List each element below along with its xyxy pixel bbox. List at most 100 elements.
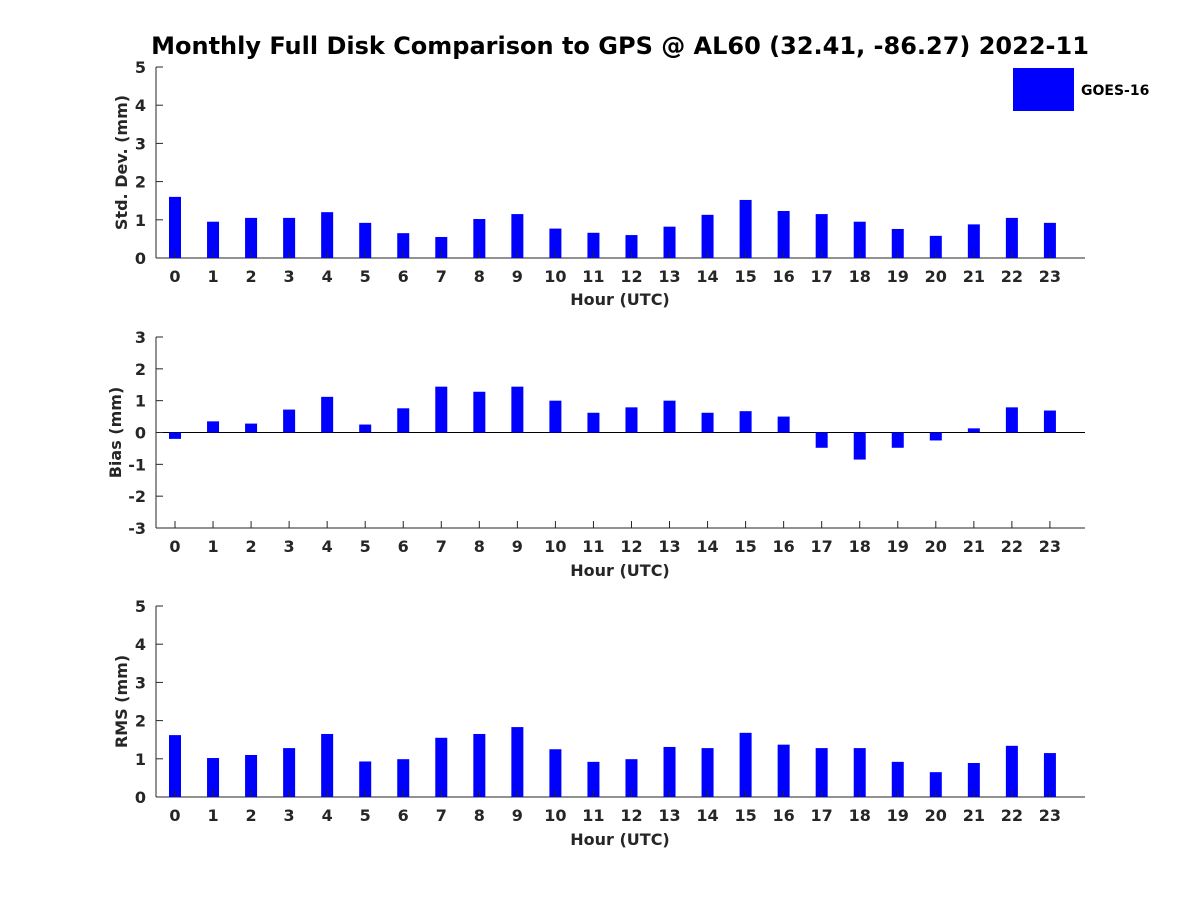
rms-x-tick-label: 15 xyxy=(734,806,756,825)
bias-x-tick-label: 3 xyxy=(284,537,295,556)
bias-y-axis-label: Bias (mm) xyxy=(106,387,125,479)
std-dev-x-tick-label: 2 xyxy=(246,267,257,286)
std-dev-x-tick-label: 9 xyxy=(512,267,523,286)
bias-bar-hour-18 xyxy=(853,432,866,460)
bias-x-tick-label: 17 xyxy=(811,537,833,556)
rms-bar-hour-8 xyxy=(473,733,486,797)
rms-bar-hour-0 xyxy=(169,735,181,797)
rms-x-tick-label: 17 xyxy=(811,806,833,825)
std-dev-y-tick-label: 0 xyxy=(135,249,146,268)
bias-x-tick-label: 0 xyxy=(169,537,180,556)
bias-y-tick-label: 2 xyxy=(135,360,146,379)
std-dev-bar-hour-7 xyxy=(435,236,448,258)
rms-x-tick-label: 20 xyxy=(925,806,947,825)
bias-bar-hour-16 xyxy=(777,416,790,433)
std-dev-x-tick-label: 18 xyxy=(849,267,871,286)
rms-bar-hour-15 xyxy=(739,732,752,797)
std-dev-x-tick-label: 12 xyxy=(620,267,642,286)
bias-bar-hour-1 xyxy=(207,421,220,433)
rms-x-tick-label: 14 xyxy=(696,806,718,825)
bias-bar-hour-3 xyxy=(283,409,296,433)
bias-x-tick-label: 13 xyxy=(658,537,680,556)
rms-x-tick-label: 3 xyxy=(284,806,295,825)
bias-x-axis-label: Hour (UTC) xyxy=(570,561,670,580)
rms-y-tick-label: 1 xyxy=(135,750,146,769)
rms-x-tick-label: 8 xyxy=(474,806,485,825)
rms-y-axis-label: RMS (mm) xyxy=(112,655,131,748)
rms-y-tick-label: 3 xyxy=(135,673,146,692)
bias-bar-hour-5 xyxy=(359,424,372,433)
std-dev-y-tick-label: 5 xyxy=(135,58,146,77)
bias-x-tick-label: 16 xyxy=(773,537,795,556)
legend-swatch xyxy=(1013,68,1074,111)
std-dev-y-tick-label: 2 xyxy=(135,173,146,192)
bias-x-tick-label: 11 xyxy=(582,537,604,556)
bias-bar-hour-21 xyxy=(967,428,980,433)
std-dev-bar-hour-10 xyxy=(549,228,562,258)
bias-bar-hour-10 xyxy=(549,400,562,433)
rms-bar-hour-22 xyxy=(1005,745,1018,797)
rms-x-tick-label: 1 xyxy=(207,806,218,825)
std-dev-bar-hour-13 xyxy=(663,226,676,258)
bias-x-tick-label: 12 xyxy=(620,537,642,556)
std-dev-y-axis-label: Std. Dev. (mm) xyxy=(112,95,131,230)
bias-bar-hour-15 xyxy=(739,411,752,433)
bias-bar-hour-13 xyxy=(663,400,676,433)
bias-bar-hour-2 xyxy=(245,423,258,433)
std-dev-x-tick-label: 19 xyxy=(887,267,909,286)
std-dev-bar-hour-22 xyxy=(1005,217,1018,258)
std-dev-bar-hour-18 xyxy=(853,221,866,258)
bias-bar-hour-17 xyxy=(815,432,828,448)
bias-bar-hour-9 xyxy=(511,386,524,433)
bias-x-tick-label: 7 xyxy=(436,537,447,556)
bias-x-tick-label: 2 xyxy=(246,537,257,556)
rms-x-tick-label: 22 xyxy=(1001,806,1023,825)
bias-bar-hour-6 xyxy=(397,408,410,433)
std-dev-bar-hour-6 xyxy=(397,233,410,258)
rms-bar-hour-23 xyxy=(1043,753,1056,797)
rms-bar-hour-10 xyxy=(549,749,562,797)
rms-y-tick-label: 5 xyxy=(135,597,146,616)
bias-bar-hour-19 xyxy=(891,432,904,448)
bias-bar-hour-4 xyxy=(321,396,334,433)
rms-y-tick-label: 0 xyxy=(135,788,146,807)
bias-x-tick-label: 15 xyxy=(734,537,756,556)
std-dev-x-tick-label: 20 xyxy=(925,267,947,286)
rms-x-tick-label: 4 xyxy=(322,806,333,825)
rms-bar-hour-13 xyxy=(663,746,676,797)
bias-bar-hour-20 xyxy=(929,432,942,441)
std-dev-y-tick-label: 3 xyxy=(135,134,146,153)
rms-bar-hour-19 xyxy=(891,761,904,797)
rms-bar-hour-20 xyxy=(929,772,942,797)
rms-x-tick-label: 19 xyxy=(887,806,909,825)
std-dev-bar-hour-8 xyxy=(473,219,486,258)
rms-bar-hour-3 xyxy=(283,748,296,797)
rms-bar-hour-4 xyxy=(321,733,334,797)
rms-x-tick-label: 5 xyxy=(360,806,371,825)
bias-x-tick-label: 10 xyxy=(544,537,566,556)
rms-x-tick-label: 11 xyxy=(582,806,604,825)
rms-bar-hour-9 xyxy=(511,727,524,797)
bias-x-tick-label: 19 xyxy=(887,537,909,556)
rms-x-tick-label: 18 xyxy=(849,806,871,825)
bias-x-tick-label: 4 xyxy=(322,537,333,556)
bias-bar-hour-23 xyxy=(1043,410,1056,433)
bias-x-tick-label: 22 xyxy=(1001,537,1023,556)
std-dev-x-tick-label: 15 xyxy=(734,267,756,286)
rms-y-tick-label: 4 xyxy=(135,635,146,654)
bias-y-tick-label: 1 xyxy=(135,392,146,411)
bias-y-tick-label: -2 xyxy=(128,487,146,506)
std-dev-x-tick-label: 14 xyxy=(696,267,718,286)
std-dev-x-tick-label: 5 xyxy=(360,267,371,286)
rms-bar-hour-16 xyxy=(777,744,790,797)
bias-y-tick-label: -1 xyxy=(128,455,146,474)
std-dev-bar-hour-16 xyxy=(777,211,790,258)
rms-x-tick-label: 10 xyxy=(544,806,566,825)
bias-x-tick-label: 8 xyxy=(474,537,485,556)
std-dev-bar-hour-1 xyxy=(207,221,220,258)
rms-x-tick-label: 0 xyxy=(169,806,180,825)
rms-bar-hour-1 xyxy=(207,758,220,797)
std-dev-x-tick-label: 0 xyxy=(169,267,180,286)
